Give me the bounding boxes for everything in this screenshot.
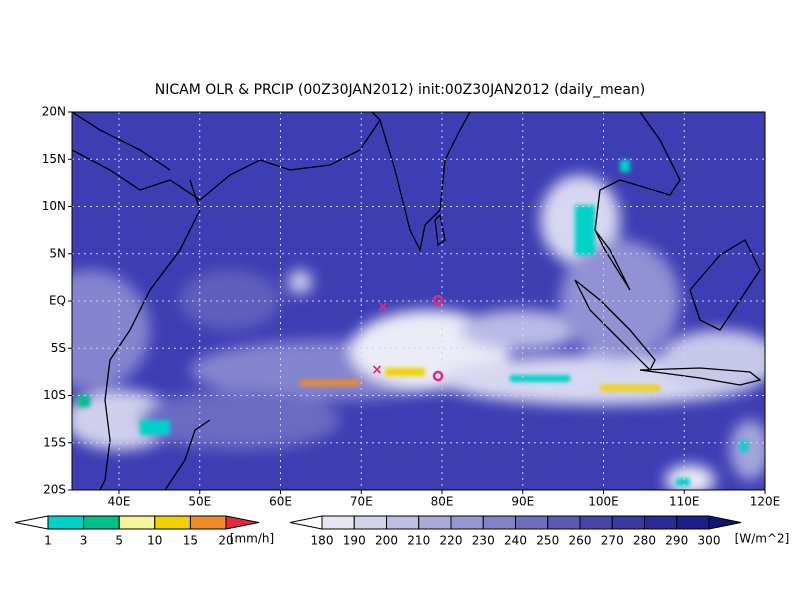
colorbar-end: [14, 515, 49, 530]
storm-markers: × ×: [371, 294, 444, 382]
lat-label: EQ: [49, 294, 66, 308]
colorbar-end: [225, 515, 260, 530]
colorbar-box: [450, 515, 484, 530]
colorbar-end: [708, 515, 742, 530]
lat-label: 15S: [43, 435, 66, 449]
lon-label: 120E: [750, 495, 781, 509]
grid: [72, 112, 765, 490]
svg-text:×: ×: [377, 299, 389, 315]
colorbar-box: [83, 515, 120, 530]
colorbar-label: 10: [147, 534, 162, 548]
colorbar-label: 5: [115, 534, 123, 548]
colorbar-box: [547, 515, 581, 530]
colorbar-end: [289, 515, 323, 530]
lon-label: 110E: [669, 495, 700, 509]
axes: 20N 15N 10N 5N EQ 5S 10S 15S 20S 40E 50E 60E 70E 80E 9…: [42, 105, 781, 509]
colorbar-label: 210: [407, 534, 430, 548]
lat-label: 20S: [43, 483, 66, 497]
colorbar-label: 20: [218, 534, 233, 548]
colorbar-box: [321, 515, 355, 530]
colorbar-label: 300: [698, 534, 721, 548]
colorbar-label: 280: [633, 534, 656, 548]
colorbar-box: [611, 515, 645, 530]
lat-label: 10N: [42, 199, 66, 213]
lat-label: 20N: [42, 105, 66, 119]
colorbar-box: [644, 515, 678, 530]
colorbar-box: [353, 515, 387, 530]
lon-label: 80E: [431, 495, 454, 509]
lon-label: 90E: [511, 495, 534, 509]
lon-label: 50E: [188, 495, 211, 509]
colorbar-box: [47, 515, 85, 530]
lon-label: 70E: [350, 495, 373, 509]
colorbar-unit: [mm/h]: [230, 532, 274, 546]
lat-label: 5N: [49, 246, 66, 260]
colorbar-label: 240: [504, 534, 527, 548]
lat-label: 5S: [51, 341, 66, 355]
colorbar-label: 15: [183, 534, 198, 548]
lon-label: 40E: [108, 495, 131, 509]
colorbar-label: 190: [343, 534, 366, 548]
coastline: [72, 112, 762, 490]
colorbar-box: [118, 515, 156, 530]
colorbar-unit: [W/m^2]: [735, 532, 790, 546]
lon-label: 60E: [269, 495, 292, 509]
colorbar-label: 270: [601, 534, 624, 548]
map-area: × ×: [72, 112, 765, 490]
colorbar-label: 180: [311, 534, 334, 548]
colorbar-box: [676, 515, 710, 530]
colorbar-box: [189, 515, 227, 530]
colorbars: 1 3 5 10 15 20[mm/h] 180 190 200 210 220 230 240 250 2…: [14, 515, 790, 548]
colorbar-label: 200: [375, 534, 398, 548]
colorbar-label: 230: [472, 534, 495, 548]
lat-label: 10S: [43, 388, 66, 402]
colorbar-label: 1: [44, 534, 52, 548]
colorbar-label: 3: [80, 534, 88, 548]
colorbar-box: [482, 515, 516, 530]
colorbar-box: [579, 515, 613, 530]
colorbar-label: 290: [665, 534, 688, 548]
svg-text:×: ×: [371, 362, 383, 378]
colorbar-label: 250: [536, 534, 559, 548]
lon-label: 100E: [588, 495, 619, 509]
colorbar-label: 220: [440, 534, 463, 548]
colorbar-box: [418, 515, 452, 530]
colorbar-box: [154, 515, 191, 530]
chart-title: NICAM OLR & PRCIP (00Z30JAN2012) init:00…: [155, 82, 646, 98]
lat-label: 15N: [42, 152, 66, 166]
colorbar-label: 260: [569, 534, 592, 548]
colorbar-box: [386, 515, 420, 530]
colorbar-box: [515, 515, 549, 530]
